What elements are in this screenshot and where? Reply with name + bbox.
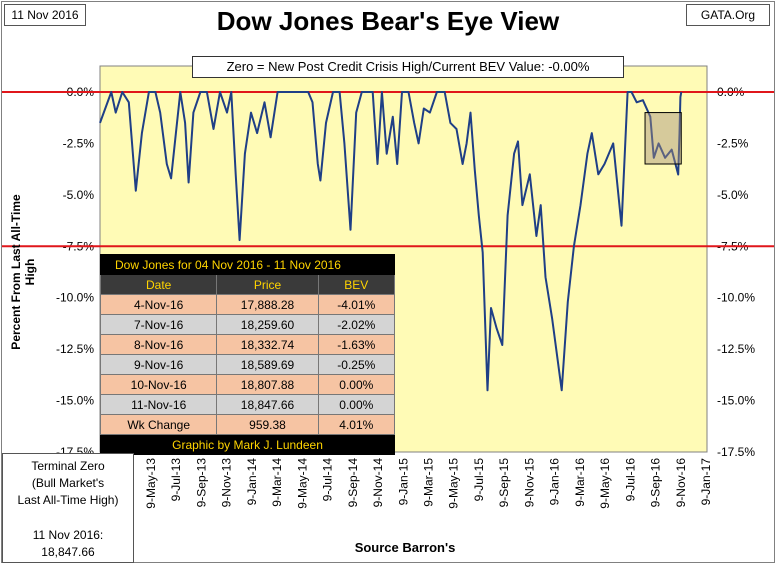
tz-line: 11 Nov 2016: <box>32 528 104 542</box>
y-tick-label-right: -12.5% <box>717 342 755 356</box>
weekly-price-table: Dow Jones for 04 Nov 2016 - 11 Nov 2016 … <box>99 254 396 455</box>
x-tick-label: 9-Mar-14 <box>270 458 284 507</box>
table-title-row: Dow Jones for 04 Nov 2016 - 11 Nov 2016 <box>100 254 395 275</box>
x-tick-label: 9-May-14 <box>295 458 309 509</box>
x-tick-label: 9-Jan-16 <box>548 458 562 506</box>
y-tick-label-left: -15.0% <box>56 394 94 408</box>
tz-line: (Bull Market's <box>31 476 105 490</box>
table-row: 11-Nov-16 18,847.66 0.00% <box>99 394 396 415</box>
cell-date: 11-Nov-16 <box>99 394 218 415</box>
x-tick-label: 9-Nov-14 <box>371 458 385 508</box>
x-tick-label: 9-Sep-16 <box>649 458 663 508</box>
y-tick-label-left: -12.5% <box>56 342 94 356</box>
site-label: GATA.Org <box>686 4 770 26</box>
x-tick-label: 9-Nov-13 <box>220 458 234 508</box>
table-row: 4-Nov-16 17,888.28 -4.01% <box>99 294 396 315</box>
y-tick-label-right: -5.0% <box>717 188 749 202</box>
table-row: 9-Nov-16 18,589.69 -0.25% <box>99 354 396 375</box>
tz-line: 18,847.66 <box>41 545 95 559</box>
col-date: Date <box>99 274 218 295</box>
x-tick-label: 9-Jan-17 <box>699 458 713 506</box>
y-tick-label-right: -15.0% <box>717 394 755 408</box>
cell-date: Wk Change <box>99 414 218 435</box>
table-title: Dow Jones for 04 Nov 2016 - 11 Nov 2016 <box>100 254 395 275</box>
y-tick-label-left: -2.5% <box>63 136 95 150</box>
table-footer: Graphic by Mark J. Lundeen <box>100 434 395 455</box>
x-tick-label: 9-Mar-15 <box>422 458 436 507</box>
cell-bev: -0.25% <box>317 354 396 375</box>
series-line-dow-bev <box>99 91 683 392</box>
cell-price: 18,332.74 <box>216 334 319 355</box>
cell-price: 959.38 <box>216 414 319 435</box>
y-tick-label-right: -17.5% <box>717 445 755 459</box>
subtitle-box: Zero = New Post Credit Crisis High/Curre… <box>192 56 624 78</box>
x-tick-label: 9-Sep-15 <box>497 458 511 508</box>
tz-line: Terminal Zero <box>31 459 105 473</box>
y-tick-label-left: -10.0% <box>56 291 94 305</box>
x-tick-label: 9-Jul-15 <box>472 458 486 502</box>
table-header-row: Date Price BEV <box>99 274 396 295</box>
cell-price: 18,807.88 <box>216 374 319 395</box>
highlight-box <box>644 112 682 165</box>
x-axis-title: Source Barron's <box>354 540 456 555</box>
cell-price: 17,888.28 <box>216 294 319 315</box>
x-tick-label: 9-May-13 <box>144 458 158 509</box>
cell-bev: 0.00% <box>317 374 396 395</box>
cell-price: 18,259.60 <box>216 314 319 335</box>
cell-date: 4-Nov-16 <box>99 294 218 315</box>
x-tick-label: 9-Sep-13 <box>194 458 208 508</box>
cell-date: 8-Nov-16 <box>99 334 218 355</box>
x-tick-label: 9-Nov-16 <box>674 458 688 508</box>
y-tick-label-left: -5.0% <box>63 188 95 202</box>
y-axis-title: Percent From Last All-Time High <box>9 194 37 350</box>
table-row: 8-Nov-16 18,332.74 -1.63% <box>99 334 396 355</box>
x-tick-label: 9-Mar-16 <box>573 458 587 507</box>
table-row: 7-Nov-16 18,259.60 -2.02% <box>99 314 396 335</box>
x-tick-label: 9-May-16 <box>598 458 612 509</box>
x-tick-label: 9-Jan-14 <box>245 458 259 506</box>
y-tick-label-right: -10.0% <box>717 291 755 305</box>
cell-date: 10-Nov-16 <box>99 374 218 395</box>
terminal-zero-box: Terminal Zero (Bull Market's Last All-Ti… <box>2 453 134 563</box>
cell-price: 18,589.69 <box>216 354 319 375</box>
x-tick-label: 9-May-15 <box>447 458 461 509</box>
table-footer-row: Graphic by Mark J. Lundeen <box>100 434 395 455</box>
date-label: 11 Nov 2016 <box>4 4 86 26</box>
table-row: Wk Change 959.38 4.01% <box>99 414 396 435</box>
x-tick-label: 9-Jan-15 <box>396 458 410 506</box>
cell-bev: -1.63% <box>317 334 396 355</box>
tz-line: Last All-Time High) <box>17 493 119 507</box>
cell-price: 18,847.66 <box>216 394 319 415</box>
x-tick-label: 9-Jul-16 <box>623 458 637 502</box>
cell-date: 7-Nov-16 <box>99 314 218 335</box>
cell-bev: 4.01% <box>317 414 396 435</box>
cell-bev: 0.00% <box>317 394 396 415</box>
x-tick-label: 9-Nov-15 <box>522 458 536 508</box>
chart-title: Dow Jones Bear's Eye View <box>216 6 560 36</box>
x-tick-label: 9-Sep-14 <box>346 458 360 508</box>
col-bev: BEV <box>317 274 396 295</box>
cell-bev: -2.02% <box>317 314 396 335</box>
cell-date: 9-Nov-16 <box>99 354 218 375</box>
cell-bev: -4.01% <box>317 294 396 315</box>
table-row: 10-Nov-16 18,807.88 0.00% <box>99 374 396 395</box>
y-tick-label-right: -2.5% <box>717 136 749 150</box>
x-tick-label: 9-Jul-14 <box>321 458 335 502</box>
col-price: Price <box>216 274 319 295</box>
x-tick-label: 9-Jul-13 <box>169 458 183 502</box>
